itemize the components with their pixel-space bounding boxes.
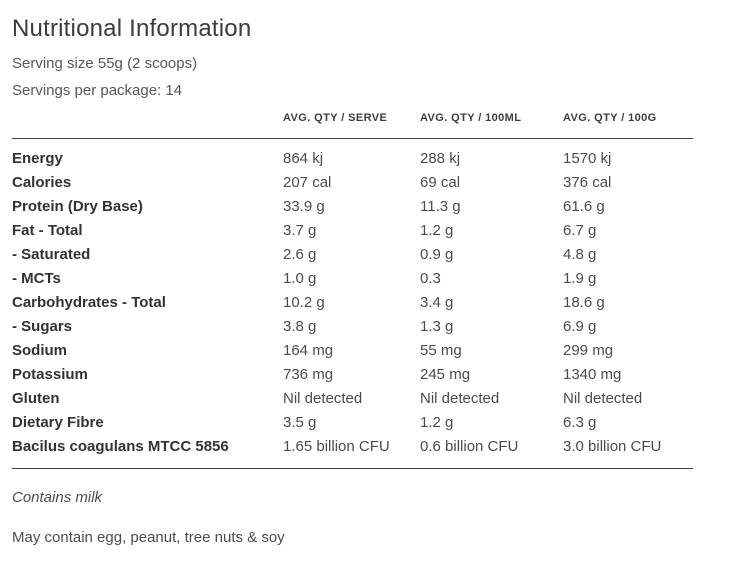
row-label: Fat - Total [12, 222, 83, 239]
row-value-100g: 1.9 g [563, 270, 597, 287]
row-value-serve: 736 mg [283, 366, 334, 383]
table-row: Protein (Dry Base) 33.9 g 11.3 g 61.6 g [12, 195, 693, 219]
row-value-serve: 3.7 g [283, 222, 317, 239]
table-row: Bacilus coagulans MTCC 5856 1.65 billion… [12, 435, 693, 459]
table-row: Dietary Fibre 3.5 g 1.2 g 6.3 g [12, 411, 693, 435]
row-label: - Saturated [12, 246, 91, 263]
table-row: Calories 207 cal 69 cal 376 cal [12, 171, 693, 195]
row-value-100ml: 0.3 [420, 270, 441, 287]
row-value-100ml: 0.6 billion CFU [420, 438, 519, 455]
table-row: - Saturated 2.6 g 0.9 g 4.8 g [12, 243, 693, 267]
row-label: - Sugars [12, 318, 73, 335]
row-value-100ml: 0.9 g [420, 246, 454, 263]
may-contain-allergen-note: May contain egg, peanut, tree nuts & soy [12, 529, 285, 546]
table-row: - Sugars 3.8 g 1.3 g 6.9 g [12, 315, 693, 339]
row-value-100g: 6.3 g [563, 414, 597, 431]
row-value-serve: 207 cal [283, 174, 332, 191]
row-value-100g: 4.8 g [563, 246, 597, 263]
contains-allergen-note: Contains milk [12, 489, 103, 506]
row-label: Sodium [12, 342, 67, 359]
row-value-100ml: 288 kj [420, 150, 461, 167]
header-avg-qty-100ml: AVG. QTY / 100ML [420, 112, 522, 124]
nutrition-panel: Nutritional Information Serving size 55g… [12, 15, 693, 546]
serving-size-text: Serving size 55g (2 scoops) [12, 55, 198, 72]
row-value-100g: 6.7 g [563, 222, 597, 239]
row-label: Protein (Dry Base) [12, 198, 143, 215]
row-label: Calories [12, 174, 72, 191]
row-value-100g: 6.9 g [563, 318, 597, 335]
table-row: Sodium 164 mg 55 mg 299 mg [12, 339, 693, 363]
row-value-100ml: 245 mg [420, 366, 471, 383]
row-value-100ml: 3.4 g [420, 294, 454, 311]
row-label: Potassium [12, 366, 88, 383]
row-value-100ml: 1.3 g [420, 318, 454, 335]
table-body: Energy 864 kj 288 kj 1570 kj Calories 20… [12, 139, 693, 469]
row-value-serve: 3.8 g [283, 318, 317, 335]
row-value-serve: 33.9 g [283, 198, 325, 215]
table-header-row: AVG. QTY / SERVE AVG. QTY / 100ML AVG. Q… [12, 111, 693, 139]
servings-per-package-text: Servings per package: 14 [12, 82, 183, 99]
row-label: - MCTs [12, 270, 61, 287]
row-value-serve: 164 mg [283, 342, 334, 359]
row-value-100g: 299 mg [563, 342, 614, 359]
nutrition-table: AVG. QTY / SERVE AVG. QTY / 100ML AVG. Q… [12, 111, 693, 469]
row-value-100ml: 69 cal [420, 174, 461, 191]
row-value-100g: 376 cal [563, 174, 612, 191]
table-row: - MCTs 1.0 g 0.3 1.9 g [12, 267, 693, 291]
row-value-100ml: 11.3 g [420, 198, 461, 215]
row-value-100g: 1340 mg [563, 366, 622, 383]
row-value-serve: 10.2 g [283, 294, 325, 311]
row-label: Dietary Fibre [12, 414, 104, 431]
row-label: Energy [12, 150, 63, 167]
row-value-100g: 3.0 billion CFU [563, 438, 662, 455]
table-row: Fat - Total 3.7 g 1.2 g 6.7 g [12, 219, 693, 243]
row-value-100g: 18.6 g [563, 294, 605, 311]
row-value-serve: Nil detected [283, 390, 363, 407]
header-avg-qty-serve: AVG. QTY / SERVE [283, 112, 388, 124]
row-value-100ml: 1.2 g [420, 222, 454, 239]
row-value-100ml: 1.2 g [420, 414, 454, 431]
table-row: Carbohydrates - Total 10.2 g 3.4 g 18.6 … [12, 291, 693, 315]
table-row: Potassium 736 mg 245 mg 1340 mg [12, 363, 693, 387]
row-value-100ml: 55 mg [420, 342, 462, 359]
row-value-100g: 61.6 g [563, 198, 605, 215]
row-value-100g: Nil detected [563, 390, 643, 407]
table-row: Gluten Nil detected Nil detected Nil det… [12, 387, 693, 411]
row-value-100g: 1570 kj [563, 150, 612, 167]
row-value-serve: 2.6 g [283, 246, 317, 263]
row-value-100ml: Nil detected [420, 390, 500, 407]
table-row: Energy 864 kj 288 kj 1570 kj [12, 147, 693, 171]
row-label: Carbohydrates - Total [12, 294, 166, 311]
row-label: Gluten [12, 390, 60, 407]
row-value-serve: 3.5 g [283, 414, 317, 431]
header-avg-qty-100g: AVG. QTY / 100G [563, 112, 657, 124]
row-value-serve: 1.65 billion CFU [283, 438, 390, 455]
page-title: Nutritional Information [12, 15, 252, 42]
row-value-serve: 864 kj [283, 150, 324, 167]
row-label: Bacilus coagulans MTCC 5856 [12, 438, 229, 455]
row-value-serve: 1.0 g [283, 270, 317, 287]
